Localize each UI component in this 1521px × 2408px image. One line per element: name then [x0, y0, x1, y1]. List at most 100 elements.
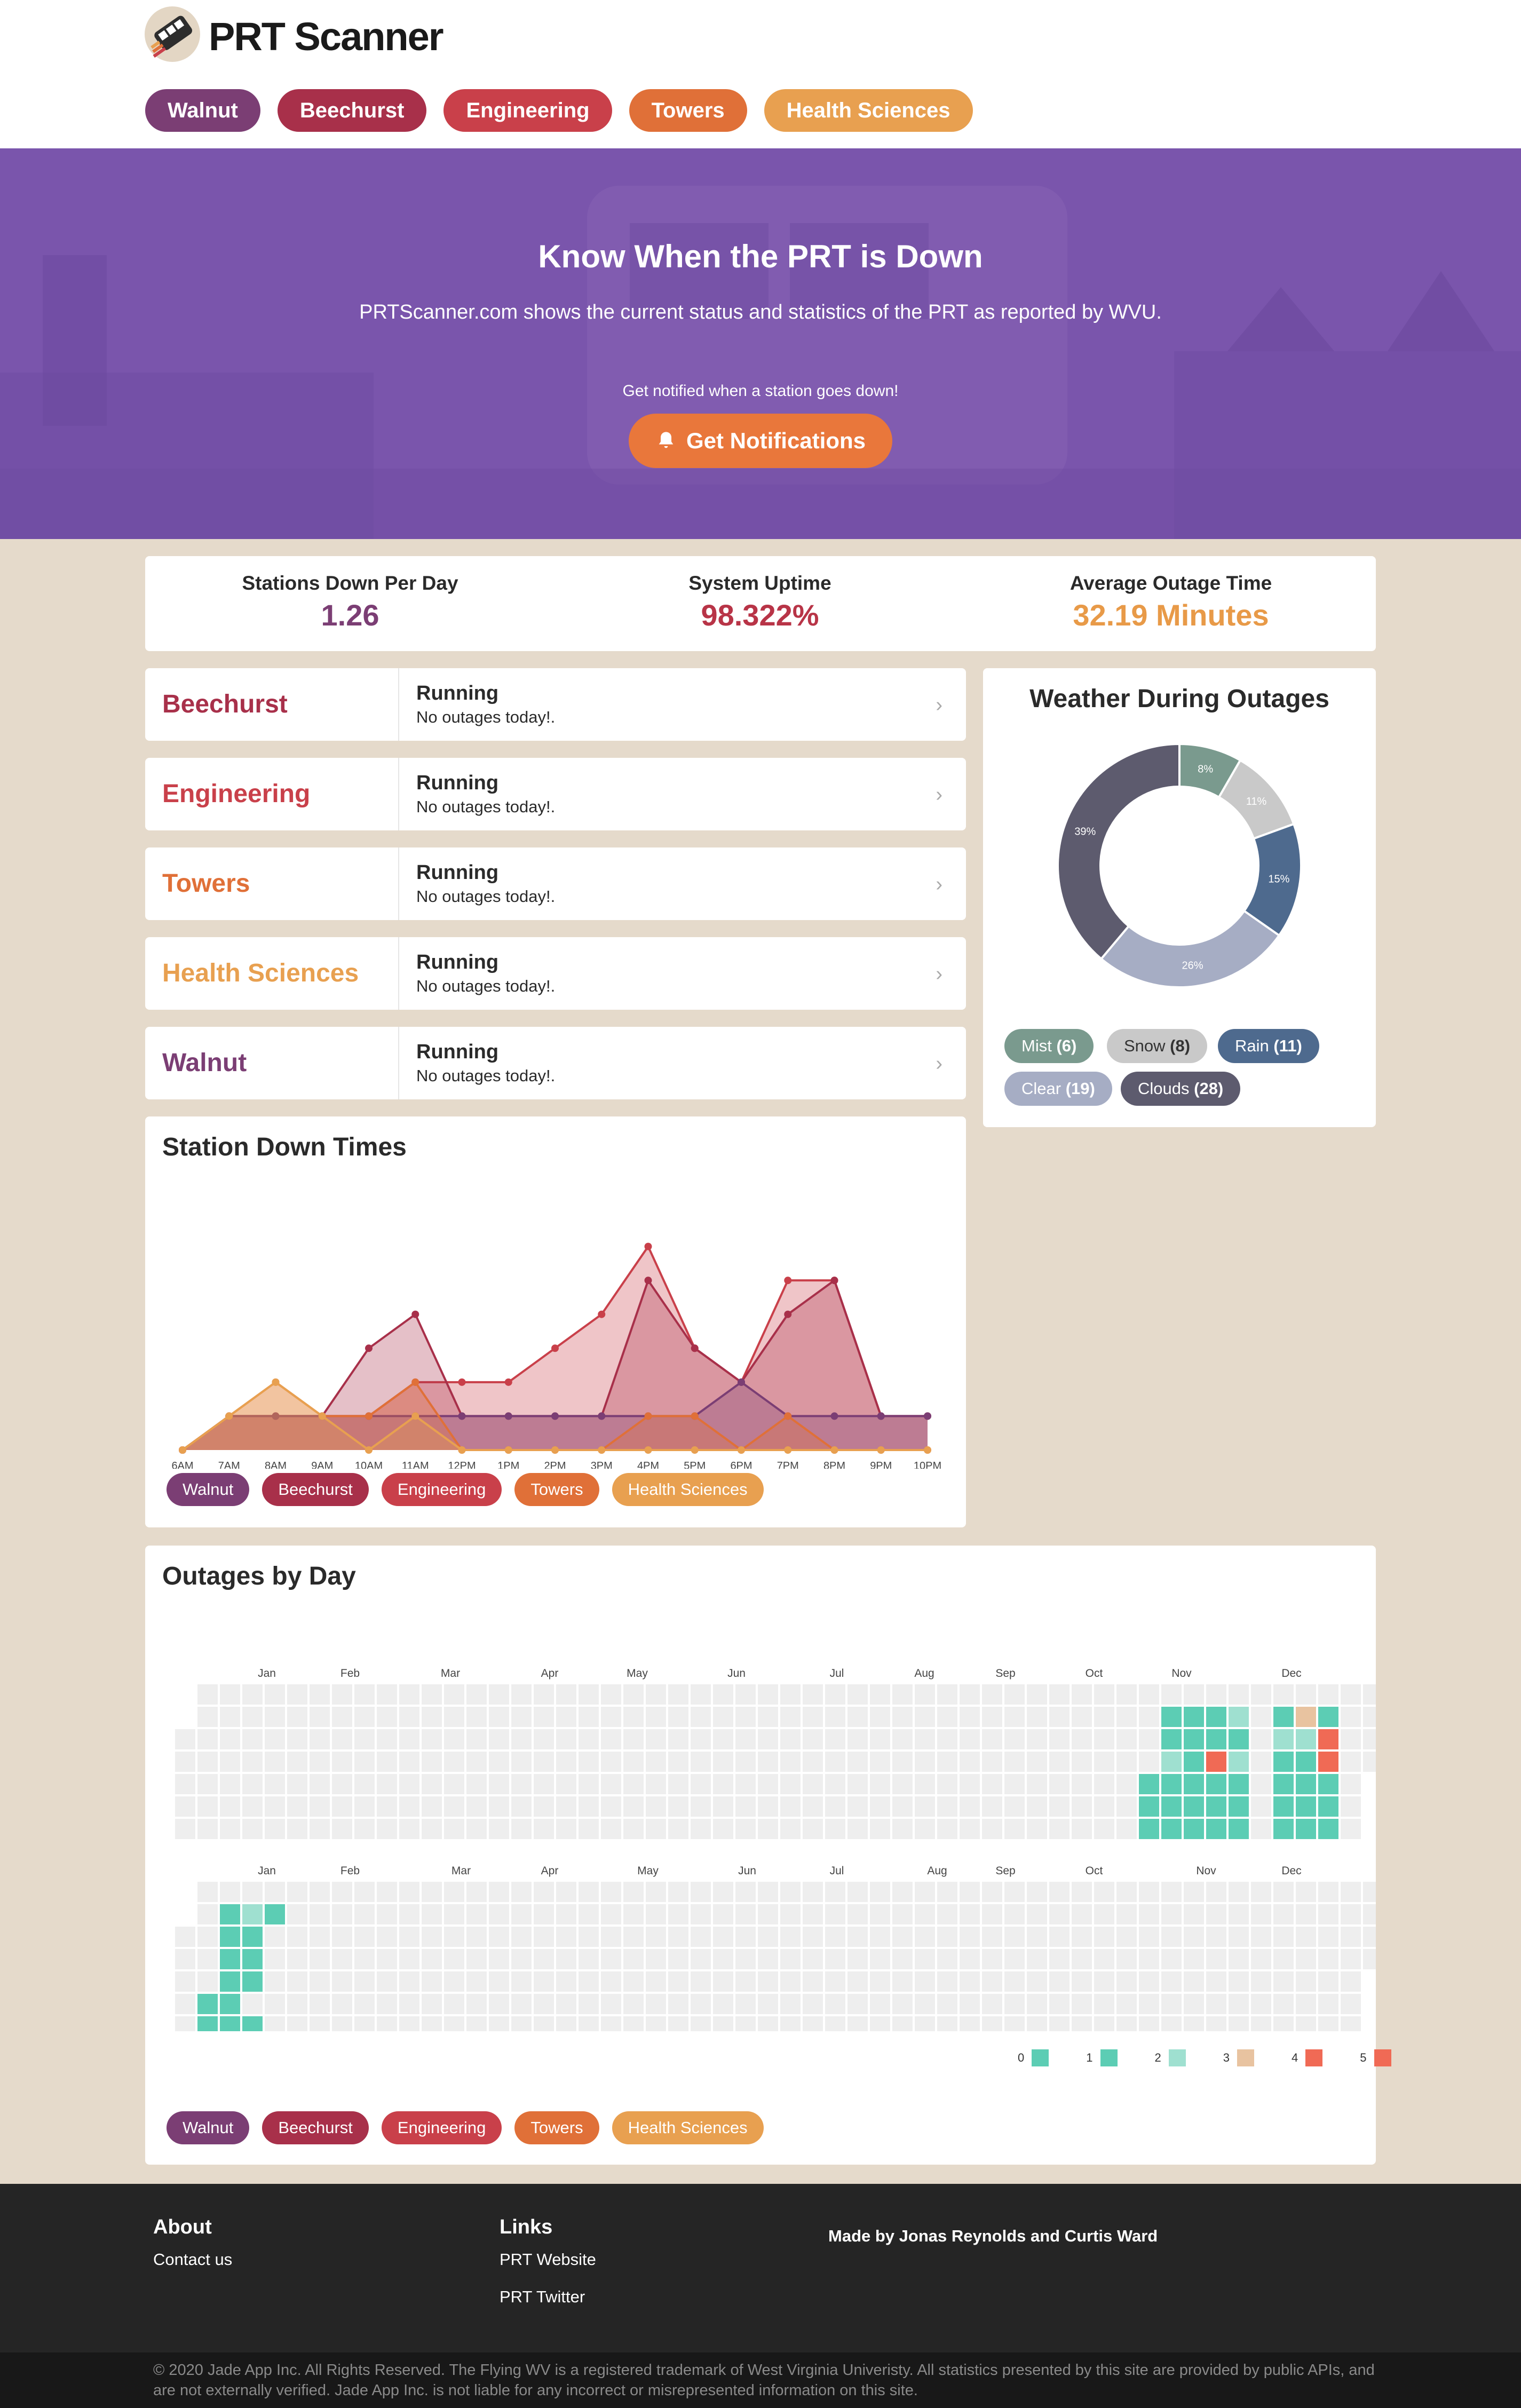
- day-cell: [1184, 1949, 1204, 1969]
- nav-walnut[interactable]: Walnut: [145, 89, 260, 132]
- day-cell: [1296, 1882, 1316, 1902]
- day-cell: [175, 1927, 195, 1947]
- day-cell: [579, 1904, 599, 1924]
- day-cell: [377, 2016, 397, 2031]
- day-cell: [466, 1684, 487, 1705]
- day-cell: [691, 1904, 711, 1924]
- data-point: [365, 1446, 373, 1454]
- get-notifications-button[interactable]: Get Notifications: [629, 414, 892, 468]
- day-cell: [444, 1707, 464, 1727]
- day-cell: [803, 1882, 823, 1902]
- station-card-towers[interactable]: Towers Running No outages today!. ›: [145, 847, 966, 920]
- day-cell: [579, 1971, 599, 1992]
- day-cell: [915, 1729, 935, 1749]
- legend-health-sciences[interactable]: Health Sciences: [612, 2111, 764, 2144]
- station-card-health-sciences[interactable]: Health Sciences Running No outages today…: [145, 937, 966, 1010]
- legend-beechurst[interactable]: Beechurst: [262, 1473, 369, 1506]
- day-cell: [892, 1684, 913, 1705]
- day-cell: [310, 1927, 330, 1947]
- day-cell: [444, 1774, 464, 1794]
- day-cell: [780, 1904, 801, 1924]
- day-cell: [668, 1927, 688, 1947]
- nav-beechurst[interactable]: Beechurst: [277, 89, 427, 132]
- day-cell: [1139, 1994, 1159, 2014]
- weather-card: Weather During Outages 8% 11% 15% 26% 39% Mi…: [983, 668, 1376, 1127]
- day-cell: [1318, 1882, 1338, 1902]
- day-cell: [1184, 1994, 1204, 2014]
- legend-engineering[interactable]: Engineering: [381, 1473, 502, 1506]
- day-cell: [892, 1904, 913, 1924]
- day-cell: [466, 1729, 487, 1749]
- day-cell: [691, 1707, 711, 1727]
- weather-legend-clear[interactable]: Clear (19): [1004, 1072, 1112, 1106]
- day-cell: [332, 1971, 352, 1992]
- data-point: [830, 1277, 838, 1285]
- day-cell: [1139, 1796, 1159, 1817]
- day-cell: [758, 1729, 778, 1749]
- day-cell: [1116, 1819, 1137, 1839]
- day-cell: [354, 1774, 375, 1794]
- legend-beechurst[interactable]: Beechurst: [262, 2111, 369, 2144]
- day-cell: [1116, 1796, 1137, 1817]
- day-cell: [1072, 1796, 1092, 1817]
- day-cell: [197, 1796, 218, 1817]
- day-cell: [937, 2016, 957, 2031]
- station-card-walnut[interactable]: Walnut Running No outages today!. ›: [145, 1027, 966, 1099]
- day-cell: [197, 1819, 218, 1839]
- day-cell: [265, 1994, 285, 2014]
- weather-legend-mist[interactable]: Mist (6): [1004, 1029, 1094, 1063]
- day-cell: [197, 1729, 218, 1749]
- day-cell: [915, 1707, 935, 1727]
- day-cell: [175, 1994, 195, 2014]
- station-card-beechurst[interactable]: Beechurst Running No outages today!. ›: [145, 668, 966, 741]
- day-cell: [287, 1684, 307, 1705]
- weather-legend-clouds[interactable]: Clouds (28): [1121, 1072, 1241, 1106]
- station-card-engineering[interactable]: Engineering Running No outages today!. ›: [145, 758, 966, 830]
- weather-legend-rain[interactable]: Rain (11): [1218, 1029, 1319, 1063]
- legend-towers[interactable]: Towers: [514, 2111, 599, 2144]
- legend-walnut[interactable]: Walnut: [167, 2111, 250, 2144]
- data-point: [411, 1310, 419, 1318]
- donut-percent-label: 26%: [1182, 960, 1203, 971]
- site-logo[interactable]: PRT Scanner: [141, 4, 444, 64]
- day-cell: [534, 2016, 554, 2031]
- footer-prt-website-link[interactable]: PRT Website: [500, 2250, 596, 2269]
- day-cell: [803, 1904, 823, 1924]
- day-cell: [489, 1882, 509, 1902]
- footer-about-title: About: [153, 2216, 212, 2238]
- month-label: Oct: [1086, 1865, 1103, 1877]
- down-times-card: Station Down Times 6AM 7AM 8AM 9AM 10AM 11AM 1…: [145, 1116, 966, 1527]
- day-cell: [1161, 1752, 1182, 1772]
- footer-contact-link[interactable]: Contact us: [153, 2250, 233, 2269]
- day-cell: [960, 1796, 980, 1817]
- month-label: Dec: [1281, 1667, 1301, 1680]
- weather-legend-snow[interactable]: Snow (8): [1107, 1029, 1208, 1063]
- site-footer: About Contact us Links PRT Website PRT T…: [0, 2184, 1521, 2352]
- day-cell: [1049, 1752, 1070, 1772]
- day-cell: [377, 1752, 397, 1772]
- nav-health-sciences[interactable]: Health Sciences: [764, 89, 973, 132]
- x-tick-label: 7PM: [777, 1460, 799, 1469]
- legend-engineering[interactable]: Engineering: [381, 2111, 502, 2144]
- day-cell: [444, 1752, 464, 1772]
- day-cell: [1161, 1774, 1182, 1794]
- day-cell: [713, 1752, 733, 1772]
- nav-towers[interactable]: Towers: [629, 89, 747, 132]
- legend-towers[interactable]: Towers: [514, 1473, 599, 1506]
- day-cell: [399, 1684, 419, 1705]
- footer-prt-twitter-link[interactable]: PRT Twitter: [500, 2287, 585, 2306]
- day-cell: [847, 1684, 868, 1705]
- day-cell: [1049, 1819, 1070, 1839]
- data-point: [598, 1310, 606, 1318]
- data-point: [738, 1446, 745, 1454]
- day-cell: [354, 1819, 375, 1839]
- day-cell: [422, 1729, 442, 1749]
- day-cell: [1341, 2016, 1361, 2031]
- day-cell: [691, 1796, 711, 1817]
- area-health-sciences: [183, 1382, 928, 1450]
- day-cell: [332, 1882, 352, 1902]
- legend-walnut[interactable]: Walnut: [167, 1473, 250, 1506]
- legend-health-sciences[interactable]: Health Sciences: [612, 1473, 764, 1506]
- nav-engineering[interactable]: Engineering: [443, 89, 612, 132]
- day-cell: [1273, 1684, 1294, 1705]
